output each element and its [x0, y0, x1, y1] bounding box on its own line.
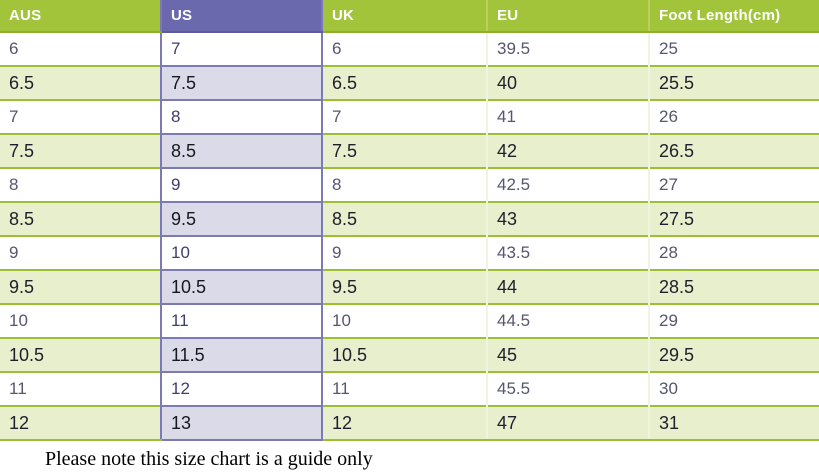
table-cell: 45 — [486, 337, 649, 372]
table-cell: 9.5 — [322, 269, 487, 304]
table-row: 11 12 11 45.5 30 — [0, 371, 819, 406]
table-cell: 9.5 — [160, 201, 323, 236]
table-body: 6 7 6 39.5 25 6.5 7.5 6.5 40 25.5 7 8 7 41 26 7.5 8.5 7.5… — [0, 31, 819, 441]
table-cell: 45.5 — [486, 371, 649, 406]
table-row: 6.5 7.5 6.5 40 25.5 — [0, 65, 819, 100]
table-cell: 43 — [486, 201, 649, 236]
column-header-uk: UK — [322, 0, 487, 33]
table-cell: 9.5 — [0, 269, 161, 304]
table-cell: 27.5 — [648, 201, 819, 236]
table-row: 12 13 12 47 31 — [0, 405, 819, 441]
table-cell: 40 — [486, 65, 649, 100]
table-row: 9.5 10.5 9.5 44 28.5 — [0, 269, 819, 304]
table-cell: 7.5 — [160, 65, 323, 100]
table-cell: 11 — [322, 371, 487, 406]
table-cell: 9 — [160, 167, 323, 202]
table-row: 10 11 10 44.5 29 — [0, 303, 819, 338]
table-cell: 10 — [0, 303, 161, 338]
table-row: 7.5 8.5 7.5 42 26.5 — [0, 133, 819, 168]
table-row: 10.5 11.5 10.5 45 29.5 — [0, 337, 819, 372]
table-row: 8.5 9.5 8.5 43 27.5 — [0, 201, 819, 236]
table-cell: 11 — [0, 371, 161, 406]
column-header-us: US — [160, 0, 323, 33]
table-cell: 31 — [648, 405, 819, 441]
table-row: 7 8 7 41 26 — [0, 99, 819, 134]
table-cell: 28 — [648, 235, 819, 270]
table-cell: 6.5 — [0, 65, 161, 100]
table-cell: 6.5 — [322, 65, 487, 100]
table-cell: 47 — [486, 405, 649, 441]
table-cell: 9 — [0, 235, 161, 270]
table-cell: 44.5 — [486, 303, 649, 338]
table-cell: 28.5 — [648, 269, 819, 304]
table-cell: 10 — [322, 303, 487, 338]
table-cell: 9 — [322, 235, 487, 270]
table-cell: 8.5 — [160, 133, 323, 168]
table-cell: 8 — [0, 167, 161, 202]
column-header-foot-length-cm: Foot Length(cm) — [648, 0, 819, 33]
table-cell: 7 — [0, 99, 161, 134]
table-cell: 6 — [0, 31, 161, 66]
table-cell: 43.5 — [486, 235, 649, 270]
table-cell: 30 — [648, 371, 819, 406]
table-cell: 10.5 — [322, 337, 487, 372]
table-cell: 10.5 — [0, 337, 161, 372]
table-cell: 29 — [648, 303, 819, 338]
table-cell: 12 — [0, 405, 161, 441]
table-cell: 7 — [322, 99, 487, 134]
table-cell: 8 — [322, 167, 487, 202]
table-cell: 26 — [648, 99, 819, 134]
table-row: 6 7 6 39.5 25 — [0, 31, 819, 66]
table-cell: 42 — [486, 133, 649, 168]
table-cell: 25 — [648, 31, 819, 66]
table-cell: 7.5 — [0, 133, 161, 168]
table-cell: 44 — [486, 269, 649, 304]
table-row: 8 9 8 42.5 27 — [0, 167, 819, 202]
table-cell: 12 — [322, 405, 487, 441]
table-cell: 8.5 — [0, 201, 161, 236]
table-cell: 7 — [160, 31, 323, 66]
table-cell: 11.5 — [160, 337, 323, 372]
table-cell: 26.5 — [648, 133, 819, 168]
table-cell: 27 — [648, 167, 819, 202]
table-cell: 39.5 — [486, 31, 649, 66]
table-cell: 42.5 — [486, 167, 649, 202]
table-cell: 7.5 — [322, 133, 487, 168]
table-cell: 8.5 — [322, 201, 487, 236]
table-cell: 11 — [160, 303, 323, 338]
header-row: AUS US UK EU Foot Length(cm) — [0, 0, 819, 33]
footer-note: Please note this size chart is a guide o… — [45, 448, 373, 470]
table-cell: 10.5 — [160, 269, 323, 304]
table-cell: 29.5 — [648, 337, 819, 372]
table-cell: 8 — [160, 99, 323, 134]
size-chart-table: AUS US UK EU Foot Length(cm) 6 7 6 39.5 25 6.5 7.5… — [0, 0, 819, 441]
column-header-eu: EU — [486, 0, 649, 33]
table-cell: 13 — [160, 405, 323, 441]
table-cell: 6 — [322, 31, 487, 66]
table-cell: 10 — [160, 235, 323, 270]
table-cell: 25.5 — [648, 65, 819, 100]
column-header-aus: AUS — [0, 0, 161, 33]
table-row: 9 10 9 43.5 28 — [0, 235, 819, 270]
table-cell: 41 — [486, 99, 649, 134]
table-cell: 12 — [160, 371, 323, 406]
